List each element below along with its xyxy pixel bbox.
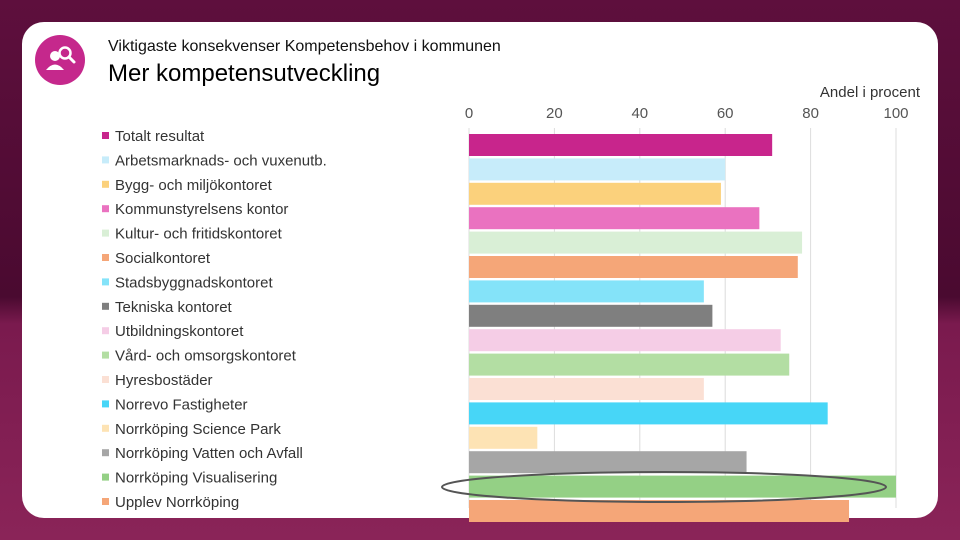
legend-swatch bbox=[102, 449, 109, 457]
legend-swatch bbox=[102, 376, 109, 383]
legend-swatch bbox=[102, 498, 109, 505]
legend-swatch bbox=[102, 278, 109, 286]
bar bbox=[469, 500, 850, 522]
legend-label: Kultur- och fritidskontoret bbox=[115, 226, 283, 243]
tick-label: 0 bbox=[465, 105, 473, 122]
legend-label: Arbetsmarknads- och vuxenutb. bbox=[115, 152, 327, 169]
bar bbox=[469, 402, 828, 425]
legend-label: Socialkontoret bbox=[115, 250, 211, 267]
legend-label: Hyresbostäder bbox=[115, 372, 213, 389]
legend-swatch bbox=[102, 327, 109, 335]
highlight-ellipse bbox=[441, 471, 887, 503]
legend-label: Norrköping Vatten och Avfall bbox=[115, 445, 303, 462]
legend-label: Upplev Norrköping bbox=[115, 494, 239, 511]
axis-title: Andel i procent bbox=[819, 84, 920, 101]
people-search-icon bbox=[46, 46, 76, 70]
bar bbox=[469, 158, 726, 181]
bar bbox=[469, 134, 773, 156]
legend-swatch bbox=[102, 351, 109, 359]
legend-label: Norrköping Science Park bbox=[115, 421, 281, 438]
tick-label: 100 bbox=[883, 105, 908, 122]
legend-swatch bbox=[102, 156, 109, 164]
legend-swatch bbox=[102, 254, 109, 261]
legend-label: Totalt resultat bbox=[115, 128, 205, 145]
bar bbox=[469, 231, 803, 254]
slide-title: Mer kompetensutveckling bbox=[108, 60, 381, 87]
slide-subtitle: Viktigaste konsekvenser Kompetensbehov i… bbox=[108, 38, 501, 55]
bar bbox=[469, 256, 798, 278]
legend-swatch bbox=[102, 180, 109, 188]
bar bbox=[469, 280, 704, 303]
legend-swatch bbox=[102, 205, 109, 213]
bar bbox=[469, 353, 790, 376]
bar bbox=[469, 475, 896, 498]
legend-label: Tekniska kontoret bbox=[115, 299, 233, 316]
legend-label: Utbildningskontoret bbox=[115, 323, 244, 340]
legend-label: Stadsbyggnadskontoret bbox=[115, 274, 273, 291]
bar bbox=[469, 451, 747, 474]
legend-swatch bbox=[102, 400, 109, 408]
tick-label: 80 bbox=[802, 105, 819, 122]
legend-label: Bygg- och miljökontoret bbox=[115, 177, 273, 194]
bar bbox=[469, 207, 760, 230]
logo bbox=[35, 35, 85, 85]
legend-swatch bbox=[102, 132, 109, 139]
legend-label: Kommunstyrelsens kontor bbox=[115, 201, 288, 218]
bar bbox=[469, 182, 721, 205]
bar bbox=[469, 304, 713, 327]
legend-label: Norrköping Visualisering bbox=[115, 470, 277, 487]
legend-swatch bbox=[102, 473, 109, 481]
bar bbox=[469, 426, 538, 449]
legend-swatch bbox=[102, 302, 109, 310]
legend-swatch bbox=[102, 229, 109, 237]
tick-label: 60 bbox=[717, 105, 734, 122]
bar bbox=[469, 329, 781, 352]
legend-label: Vård- och omsorgskontoret bbox=[115, 348, 297, 365]
bar bbox=[469, 378, 704, 400]
tick-label: 40 bbox=[631, 105, 648, 122]
legend-label: Norrevo Fastigheter bbox=[115, 396, 248, 413]
legend-swatch bbox=[102, 424, 109, 432]
tick-label: 20 bbox=[546, 105, 563, 122]
